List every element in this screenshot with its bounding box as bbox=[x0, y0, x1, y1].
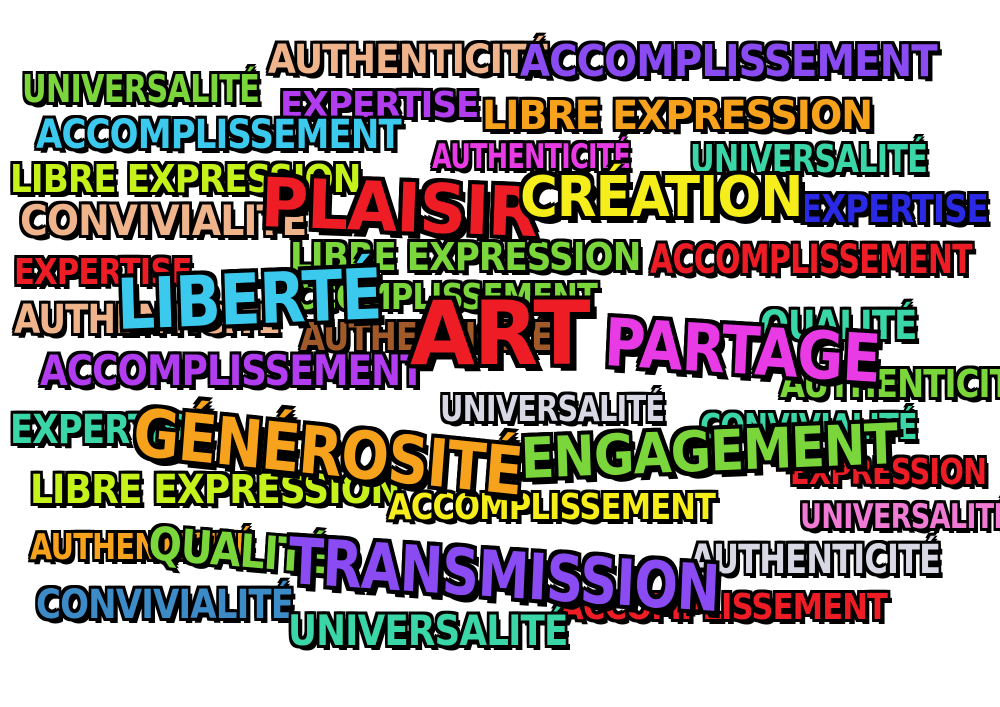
word-expertise-top: EXPERTISE bbox=[280, 85, 479, 126]
word-convivialite-bottom: CONVIVIALITÉ bbox=[36, 582, 294, 628]
word-expression-right: EXPRESSION bbox=[790, 452, 987, 493]
word-convivialite-left: CONVIVIALITÉ bbox=[20, 196, 307, 245]
word-universalite-bottom: UNIVERSALITÉ bbox=[288, 606, 568, 655]
word-liberte: LIBERTÉ bbox=[115, 253, 383, 346]
word-universalite-left: UNIVERSALITÉ bbox=[22, 67, 260, 111]
word-expertise-left2: EXPERTISE bbox=[10, 407, 209, 453]
word-accomplissement-mid: ACCOMPLISSEMENT bbox=[270, 277, 598, 318]
word-libre-expression-top: LIBRE EXPRESSION bbox=[482, 93, 873, 139]
word-authenticite-left: AUTHENTICITÉ bbox=[14, 297, 281, 343]
word-art: ART bbox=[410, 282, 590, 385]
word-libre-expression-mid: LIBRE EXPRESSION bbox=[290, 235, 641, 279]
word-accomplissement-right: ACCOMPLISSEMENT bbox=[650, 237, 973, 283]
word-authenticite-bottom: AUTHENTICITÉ bbox=[690, 537, 941, 583]
word-partage: PARTAGE bbox=[602, 304, 882, 398]
word-qualite-right: QUALITÉ bbox=[760, 303, 917, 349]
word-convivialite-right: CONVIVIALITÉ bbox=[700, 407, 918, 448]
word-creation: CRÉATION bbox=[520, 165, 803, 230]
word-universalite-right2: UNIVERSALITÉ bbox=[800, 497, 1000, 537]
word-authenticite-right: AUTHENTICITÉ bbox=[780, 362, 1000, 406]
word-universalite-mid: UNIVERSALITÉ bbox=[440, 389, 665, 430]
word-accomplissement-left2: ACCOMPLISSEMENT bbox=[40, 346, 425, 395]
word-authenticite-mid-top: AUTHENTICITÉ bbox=[432, 137, 631, 177]
word-plaisir: PLAISIR bbox=[259, 164, 539, 254]
word-universalite-right: UNIVERSALITÉ bbox=[690, 137, 928, 181]
word-accomplissement-left: ACCOMPLISSEMENT bbox=[36, 112, 402, 158]
word-accomplissement-bottom2: ACCOMPLISSEMENT bbox=[560, 587, 888, 628]
word-engagement: ENGAGEMENT bbox=[519, 412, 898, 492]
word-accomplissement-bottom: ACCOMPLISSEMENT bbox=[388, 487, 716, 528]
word-expertise-left: EXPERTISE bbox=[14, 252, 192, 293]
word-libre-expression-left: LIBRE EXPRESSION bbox=[10, 157, 361, 201]
word-authenticite-top: AUTHENTICITÉ bbox=[268, 37, 550, 83]
word-authenticite-left2: AUTHENTICITÉ bbox=[30, 527, 255, 568]
word-expertise-right: EXPERTISE bbox=[800, 187, 989, 231]
word-libre-expression-left2: LIBRE EXPRESSION bbox=[30, 467, 401, 513]
word-authenticite-mid: AUTHENTICITÉ bbox=[300, 315, 553, 359]
word-accomplissement-top: ACCOMPLISSEMENT bbox=[520, 36, 938, 87]
